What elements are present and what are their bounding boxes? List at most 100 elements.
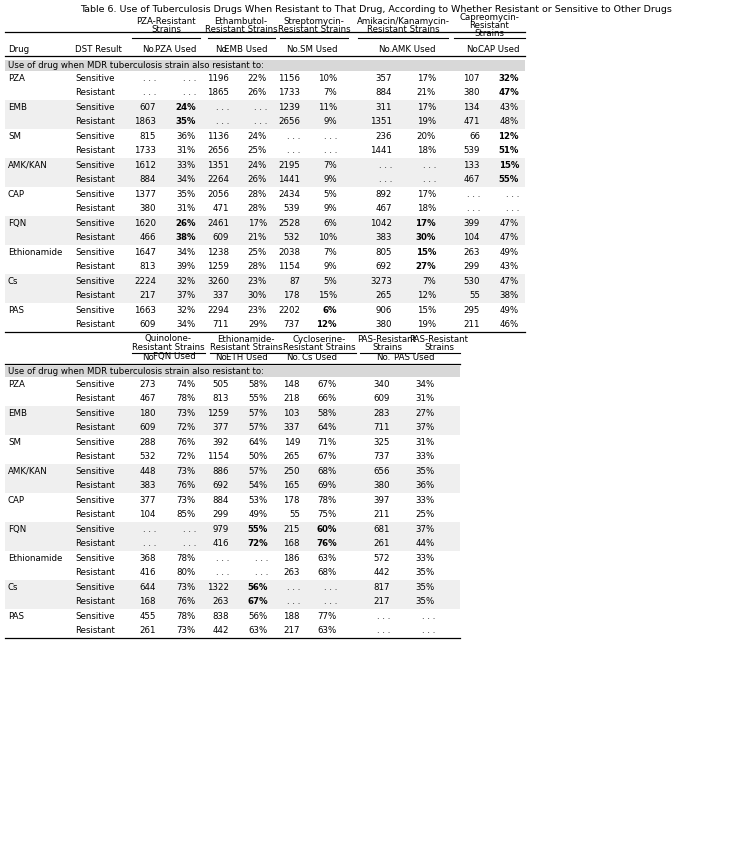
Text: . . .: . . . <box>377 612 390 621</box>
Text: 47%: 47% <box>499 89 519 97</box>
Text: 43%: 43% <box>500 262 519 271</box>
Text: 340: 340 <box>374 380 390 389</box>
Bar <box>5 580 460 595</box>
Text: 656: 656 <box>374 467 390 475</box>
Text: 134: 134 <box>463 103 480 112</box>
Text: . . .: . . . <box>423 176 436 184</box>
Text: 55: 55 <box>289 510 300 519</box>
Text: 148: 148 <box>284 380 300 389</box>
Text: Sensitive: Sensitive <box>75 496 114 504</box>
Bar <box>5 537 460 551</box>
Text: PZA: PZA <box>8 380 25 389</box>
Text: 644: 644 <box>140 583 156 592</box>
Text: 215: 215 <box>284 525 300 533</box>
Text: 180: 180 <box>140 409 156 417</box>
Text: 38%: 38% <box>500 291 519 300</box>
Text: 35%: 35% <box>416 597 435 607</box>
Text: 63%: 63% <box>318 626 337 636</box>
Text: 539: 539 <box>464 147 480 155</box>
Text: 1612: 1612 <box>134 161 156 170</box>
Text: 217: 217 <box>140 291 156 300</box>
Text: 26%: 26% <box>247 89 267 97</box>
Bar <box>5 464 460 479</box>
Text: 24%: 24% <box>247 132 267 141</box>
Text: 37%: 37% <box>177 291 196 300</box>
Text: Resistant: Resistant <box>75 539 115 548</box>
Text: DST Result: DST Result <box>75 44 122 54</box>
Text: 34%: 34% <box>177 248 196 256</box>
Text: PAS-Resistant: PAS-Resistant <box>357 335 417 343</box>
Text: . . .: . . . <box>253 103 267 112</box>
Text: 30%: 30% <box>247 291 267 300</box>
Text: . . .: . . . <box>377 626 390 636</box>
Text: 211: 211 <box>374 510 390 519</box>
Text: 77%: 77% <box>318 612 337 621</box>
Text: 288: 288 <box>140 438 156 446</box>
Text: 21%: 21% <box>247 233 267 242</box>
Text: 66%: 66% <box>318 394 337 403</box>
Text: 78%: 78% <box>177 394 196 403</box>
Text: 15%: 15% <box>499 161 519 170</box>
Text: . . .: . . . <box>323 147 337 155</box>
Text: 737: 737 <box>374 452 390 461</box>
Text: 30%: 30% <box>416 233 436 242</box>
Text: . . .: . . . <box>422 626 435 636</box>
Text: 104: 104 <box>463 233 480 242</box>
Text: 1136: 1136 <box>207 132 229 141</box>
Text: 236: 236 <box>375 132 392 141</box>
Text: No.: No. <box>141 44 156 54</box>
Text: 392: 392 <box>213 438 229 446</box>
Text: 87: 87 <box>289 277 300 285</box>
Text: 7%: 7% <box>423 277 436 285</box>
Text: 76%: 76% <box>177 438 196 446</box>
Text: 884: 884 <box>375 89 392 97</box>
Text: 380: 380 <box>140 204 156 213</box>
Text: 22%: 22% <box>247 74 267 83</box>
Text: 47%: 47% <box>500 277 519 285</box>
Text: Resistant: Resistant <box>75 626 115 636</box>
Text: 383: 383 <box>375 233 392 242</box>
Text: 73%: 73% <box>177 626 196 636</box>
Text: Resistant Strains: Resistant Strains <box>367 26 439 34</box>
Text: Resistant: Resistant <box>75 597 115 607</box>
Text: 33%: 33% <box>416 496 435 504</box>
Text: Resistant: Resistant <box>75 176 115 184</box>
Text: . . .: . . . <box>287 147 300 155</box>
Text: 397: 397 <box>374 496 390 504</box>
Text: 886: 886 <box>213 467 229 475</box>
Text: Resistant: Resistant <box>75 262 115 271</box>
Text: 838: 838 <box>213 612 229 621</box>
Text: . . .: . . . <box>255 554 268 563</box>
Text: 56%: 56% <box>247 583 268 592</box>
Text: 218: 218 <box>284 394 300 403</box>
Text: 33%: 33% <box>177 161 196 170</box>
Text: 455: 455 <box>140 612 156 621</box>
Text: Resistant: Resistant <box>75 291 115 300</box>
Text: 299: 299 <box>213 510 229 519</box>
Text: 29%: 29% <box>248 320 267 329</box>
Text: 31%: 31% <box>177 147 196 155</box>
Bar <box>5 60 525 71</box>
Text: 9%: 9% <box>323 118 337 126</box>
Text: 10%: 10% <box>318 74 337 83</box>
Text: 46%: 46% <box>500 320 519 329</box>
Text: Use of drug when MDR tuberculosis strain also resistant to:: Use of drug when MDR tuberculosis strain… <box>8 61 264 70</box>
Bar <box>5 274 525 289</box>
Text: 73%: 73% <box>177 409 196 417</box>
Text: 1441: 1441 <box>278 176 300 184</box>
Text: 692: 692 <box>213 481 229 490</box>
Text: 539: 539 <box>284 204 300 213</box>
Text: 43%: 43% <box>500 103 519 112</box>
Text: 817: 817 <box>374 583 390 592</box>
Text: 681: 681 <box>374 525 390 533</box>
Text: . . .: . . . <box>467 190 480 199</box>
Text: 17%: 17% <box>417 74 436 83</box>
Text: 25%: 25% <box>247 147 267 155</box>
Text: 217: 217 <box>284 626 300 636</box>
Text: 72%: 72% <box>177 452 196 461</box>
Text: 377: 377 <box>140 496 156 504</box>
Text: Sensitive: Sensitive <box>75 248 114 256</box>
Text: 2195: 2195 <box>278 161 300 170</box>
Text: 15%: 15% <box>417 306 436 314</box>
Text: No.: No. <box>286 353 300 361</box>
